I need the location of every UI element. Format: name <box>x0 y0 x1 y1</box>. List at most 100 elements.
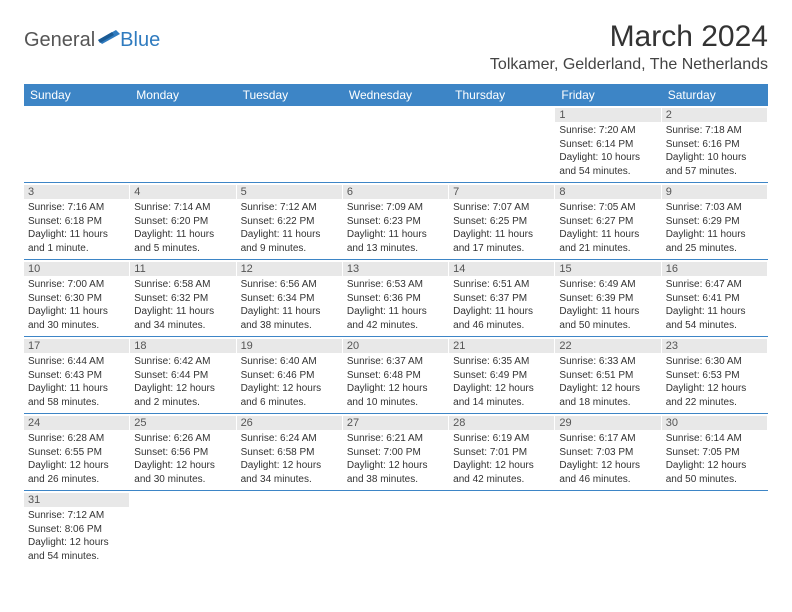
header: General Blue March 2024 Tolkamer, Gelder… <box>24 20 768 74</box>
day-number: 15 <box>555 262 660 276</box>
empty-cell <box>555 491 661 567</box>
day-cell: 10 Sunrise: 7:00 AMSunset: 6:30 PMDayligh… <box>24 260 130 336</box>
day-details: Sunrise: 6:30 AMSunset: 6:53 PMDaylight:… <box>666 355 763 409</box>
day-header-cell: Sunday <box>24 84 130 106</box>
day-details: Sunrise: 6:40 AMSunset: 6:46 PMDaylight:… <box>241 355 338 409</box>
calendar: SundayMondayTuesdayWednesdayThursdayFrid… <box>24 84 768 567</box>
day-details: Sunrise: 7:05 AMSunset: 6:27 PMDaylight:… <box>559 201 656 255</box>
day-number: 8 <box>555 185 660 199</box>
day-details: Sunrise: 7:12 AMSunset: 8:06 PMDaylight:… <box>28 509 125 563</box>
day-details: Sunrise: 6:47 AMSunset: 6:41 PMDaylight:… <box>666 278 763 332</box>
week-row: 10 Sunrise: 7:00 AMSunset: 6:30 PMDayligh… <box>24 260 768 337</box>
day-header-cell: Tuesday <box>237 84 343 106</box>
empty-cell <box>662 491 768 567</box>
day-number: 6 <box>343 185 448 199</box>
day-details: Sunrise: 6:42 AMSunset: 6:44 PMDaylight:… <box>134 355 231 409</box>
day-number: 28 <box>449 416 554 430</box>
calendar-body: 1 Sunrise: 7:20 AMSunset: 6:14 PMDaylight… <box>24 106 768 567</box>
logo-text-general: General <box>24 29 95 52</box>
week-row: 3Sunrise: 7:16 AMSunset: 6:18 PMDaylight… <box>24 183 768 260</box>
empty-cell <box>343 106 449 182</box>
week-row: 17Sunrise: 6:44 AMSunset: 6:43 PMDayligh… <box>24 337 768 414</box>
day-cell: 12Sunrise: 6:56 AMSunset: 6:34 PMDayligh… <box>237 260 343 336</box>
day-cell: 26 Sunrise: 6:24 AMSunset: 6:58 PMDayligh… <box>237 414 343 490</box>
day-details: Sunrise: 7:14 AMSunset: 6:20 PMDaylight:… <box>134 201 231 255</box>
day-cell: 8 Sunrise: 7:05 AMSunset: 6:27 PMDaylight… <box>555 183 661 259</box>
day-cell: 2 Sunrise: 7:18 AMSunset: 6:16 PMDaylight… <box>662 106 768 182</box>
day-number: 20 <box>343 339 448 353</box>
day-details: Sunrise: 6:51 AMSunset: 6:37 PMDaylight:… <box>453 278 550 332</box>
flag-icon <box>98 26 120 44</box>
day-cell: 14Sunrise: 6:51 AMSunset: 6:37 PMDayligh… <box>449 260 555 336</box>
title-block: March 2024 Tolkamer, Gelderland, The Net… <box>490 20 768 74</box>
day-cell: 28 Sunrise: 6:19 AMSunset: 7:01 PMDayligh… <box>449 414 555 490</box>
day-cell: 20Sunrise: 6:37 AMSunset: 6:48 PMDayligh… <box>343 337 449 413</box>
day-header-cell: Wednesday <box>343 84 449 106</box>
day-number: 24 <box>24 416 129 430</box>
week-row: 1 Sunrise: 7:20 AMSunset: 6:14 PMDaylight… <box>24 106 768 183</box>
day-header-cell: Monday <box>130 84 236 106</box>
day-cell: 16 Sunrise: 6:47 AMSunset: 6:41 PMDayligh… <box>662 260 768 336</box>
day-number: 10 <box>24 262 129 276</box>
day-number: 2 <box>662 108 767 122</box>
empty-cell <box>449 491 555 567</box>
day-cell: 5Sunrise: 7:12 AMSunset: 6:22 PMDaylight… <box>237 183 343 259</box>
day-details: Sunrise: 7:16 AMSunset: 6:18 PMDaylight:… <box>28 201 125 255</box>
day-header-cell: Saturday <box>662 84 768 106</box>
empty-cell <box>449 106 555 182</box>
day-cell: 18Sunrise: 6:42 AMSunset: 6:44 PMDayligh… <box>130 337 236 413</box>
day-cell: 24Sunrise: 6:28 AMSunset: 6:55 PMDayligh… <box>24 414 130 490</box>
day-details: Sunrise: 6:24 AMSunset: 6:58 PMDaylight:… <box>241 432 338 486</box>
day-details: Sunrise: 6:53 AMSunset: 6:36 PMDaylight:… <box>347 278 444 332</box>
day-cell: 19Sunrise: 6:40 AMSunset: 6:46 PMDayligh… <box>237 337 343 413</box>
day-number: 1 <box>555 108 660 122</box>
day-cell: 21 Sunrise: 6:35 AMSunset: 6:49 PMDayligh… <box>449 337 555 413</box>
day-details: Sunrise: 6:35 AMSunset: 6:49 PMDaylight:… <box>453 355 550 409</box>
day-number: 22 <box>555 339 660 353</box>
day-details: Sunrise: 7:07 AMSunset: 6:25 PMDaylight:… <box>453 201 550 255</box>
empty-cell <box>343 491 449 567</box>
day-details: Sunrise: 6:26 AMSunset: 6:56 PMDaylight:… <box>134 432 231 486</box>
day-number: 16 <box>662 262 767 276</box>
location: Tolkamer, Gelderland, The Netherlands <box>490 56 768 74</box>
day-details: Sunrise: 6:21 AMSunset: 7:00 PMDaylight:… <box>347 432 444 486</box>
day-details: Sunrise: 7:00 AMSunset: 6:30 PMDaylight:… <box>28 278 125 332</box>
day-cell: 4 Sunrise: 7:14 AMSunset: 6:20 PMDaylight… <box>130 183 236 259</box>
day-details: Sunrise: 6:19 AMSunset: 7:01 PMDaylight:… <box>453 432 550 486</box>
day-cell: 22 Sunrise: 6:33 AMSunset: 6:51 PMDayligh… <box>555 337 661 413</box>
day-header-cell: Friday <box>555 84 661 106</box>
day-number: 13 <box>343 262 448 276</box>
day-cell: 25 Sunrise: 6:26 AMSunset: 6:56 PMDayligh… <box>130 414 236 490</box>
day-number: 11 <box>130 262 235 276</box>
day-cell: 15 Sunrise: 6:49 AMSunset: 6:39 PMDayligh… <box>555 260 661 336</box>
day-details: Sunrise: 7:09 AMSunset: 6:23 PMDaylight:… <box>347 201 444 255</box>
day-number: 4 <box>130 185 235 199</box>
day-number: 31 <box>24 493 129 507</box>
day-details: Sunrise: 6:49 AMSunset: 6:39 PMDaylight:… <box>559 278 656 332</box>
logo-text-blue: Blue <box>120 29 160 52</box>
day-details: Sunrise: 6:44 AMSunset: 6:43 PMDaylight:… <box>28 355 125 409</box>
empty-cell <box>237 106 343 182</box>
day-number: 12 <box>237 262 342 276</box>
logo: General Blue <box>24 26 160 54</box>
day-cell: 31 Sunrise: 7:12 AMSunset: 8:06 PMDayligh… <box>24 491 130 567</box>
day-cell: 17Sunrise: 6:44 AMSunset: 6:43 PMDayligh… <box>24 337 130 413</box>
day-number: 23 <box>662 339 767 353</box>
day-details: Sunrise: 6:33 AMSunset: 6:51 PMDaylight:… <box>559 355 656 409</box>
empty-cell <box>24 106 130 182</box>
empty-cell <box>130 106 236 182</box>
day-details: Sunrise: 6:17 AMSunset: 7:03 PMDaylight:… <box>559 432 656 486</box>
day-number: 26 <box>237 416 342 430</box>
empty-cell <box>237 491 343 567</box>
day-details: Sunrise: 7:12 AMSunset: 6:22 PMDaylight:… <box>241 201 338 255</box>
week-row: 24Sunrise: 6:28 AMSunset: 6:55 PMDayligh… <box>24 414 768 491</box>
day-number: 30 <box>662 416 767 430</box>
day-details: Sunrise: 7:18 AMSunset: 6:16 PMDaylight:… <box>666 124 763 178</box>
day-details: Sunrise: 7:03 AMSunset: 6:29 PMDaylight:… <box>666 201 763 255</box>
day-number: 21 <box>449 339 554 353</box>
day-cell: 30Sunrise: 6:14 AMSunset: 7:05 PMDayligh… <box>662 414 768 490</box>
day-number: 25 <box>130 416 235 430</box>
day-number: 7 <box>449 185 554 199</box>
week-row: 31 Sunrise: 7:12 AMSunset: 8:06 PMDayligh… <box>24 491 768 567</box>
day-details: Sunrise: 7:20 AMSunset: 6:14 PMDaylight:… <box>559 124 656 178</box>
